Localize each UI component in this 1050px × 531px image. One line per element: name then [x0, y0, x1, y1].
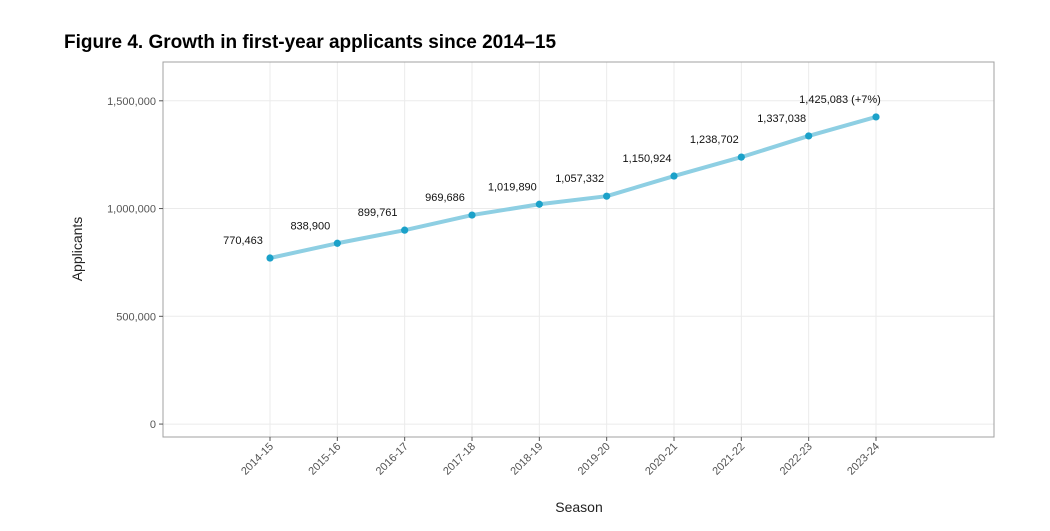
x-tick-label: 2023-24	[845, 441, 882, 478]
data-label: 838,900	[290, 220, 330, 232]
data-point	[333, 239, 341, 247]
series-line-path	[268, 114, 878, 261]
data-point	[535, 200, 543, 208]
x-tick-label: 2016-17	[374, 441, 411, 478]
data-label: 969,686	[425, 192, 465, 204]
y-tick-label: 1,000,000	[107, 204, 156, 216]
y-tick-label: 500,000	[116, 311, 156, 323]
data-points	[266, 113, 880, 262]
data-label: 1,150,924	[623, 153, 672, 165]
x-tick-label: 2014-15	[239, 441, 276, 478]
axes: 0 500,000 1,000,000 1,500,000 2014-15 2015-16…	[107, 96, 882, 478]
x-tick-label: 2017-18	[441, 441, 478, 478]
x-axis-title: Season	[555, 499, 602, 515]
y-tick-label: 1,500,000	[107, 96, 156, 108]
y-tick-label: 0	[150, 419, 156, 431]
data-point	[670, 172, 678, 180]
data-label: 1,019,890	[488, 181, 537, 193]
grid-lines	[163, 62, 994, 437]
data-label: 899,761	[358, 207, 398, 219]
data-point	[401, 226, 409, 234]
x-tick-label: 2021-22	[710, 441, 747, 478]
figure-title: Figure 4. Growth in first-year applicant…	[64, 32, 557, 53]
data-point	[266, 254, 274, 262]
data-labels: 770,463 838,900 899,761 969,686 1,019,890 1,0…	[223, 94, 881, 247]
data-label: 1,337,038	[757, 113, 806, 125]
data-point	[468, 211, 476, 219]
data-point	[603, 192, 611, 200]
data-label: 770,463	[223, 235, 263, 247]
x-tick-label: 2018-19	[508, 441, 545, 478]
data-label: 1,238,702	[690, 134, 739, 146]
x-tick-label: 2020-21	[643, 441, 680, 478]
data-label: 1,425,083 (+7%)	[799, 94, 881, 106]
data-point	[872, 113, 880, 121]
data-point	[805, 132, 813, 140]
y-axis-title: Applicants	[69, 217, 85, 282]
plot-panel-border	[162, 61, 995, 438]
series-line	[268, 114, 878, 261]
x-tick-label: 2015-16	[306, 441, 343, 478]
x-tick-label: 2019-20	[576, 441, 613, 478]
data-point	[737, 153, 745, 161]
data-label: 1,057,332	[555, 173, 604, 185]
x-tick-label: 2022-23	[778, 441, 815, 478]
